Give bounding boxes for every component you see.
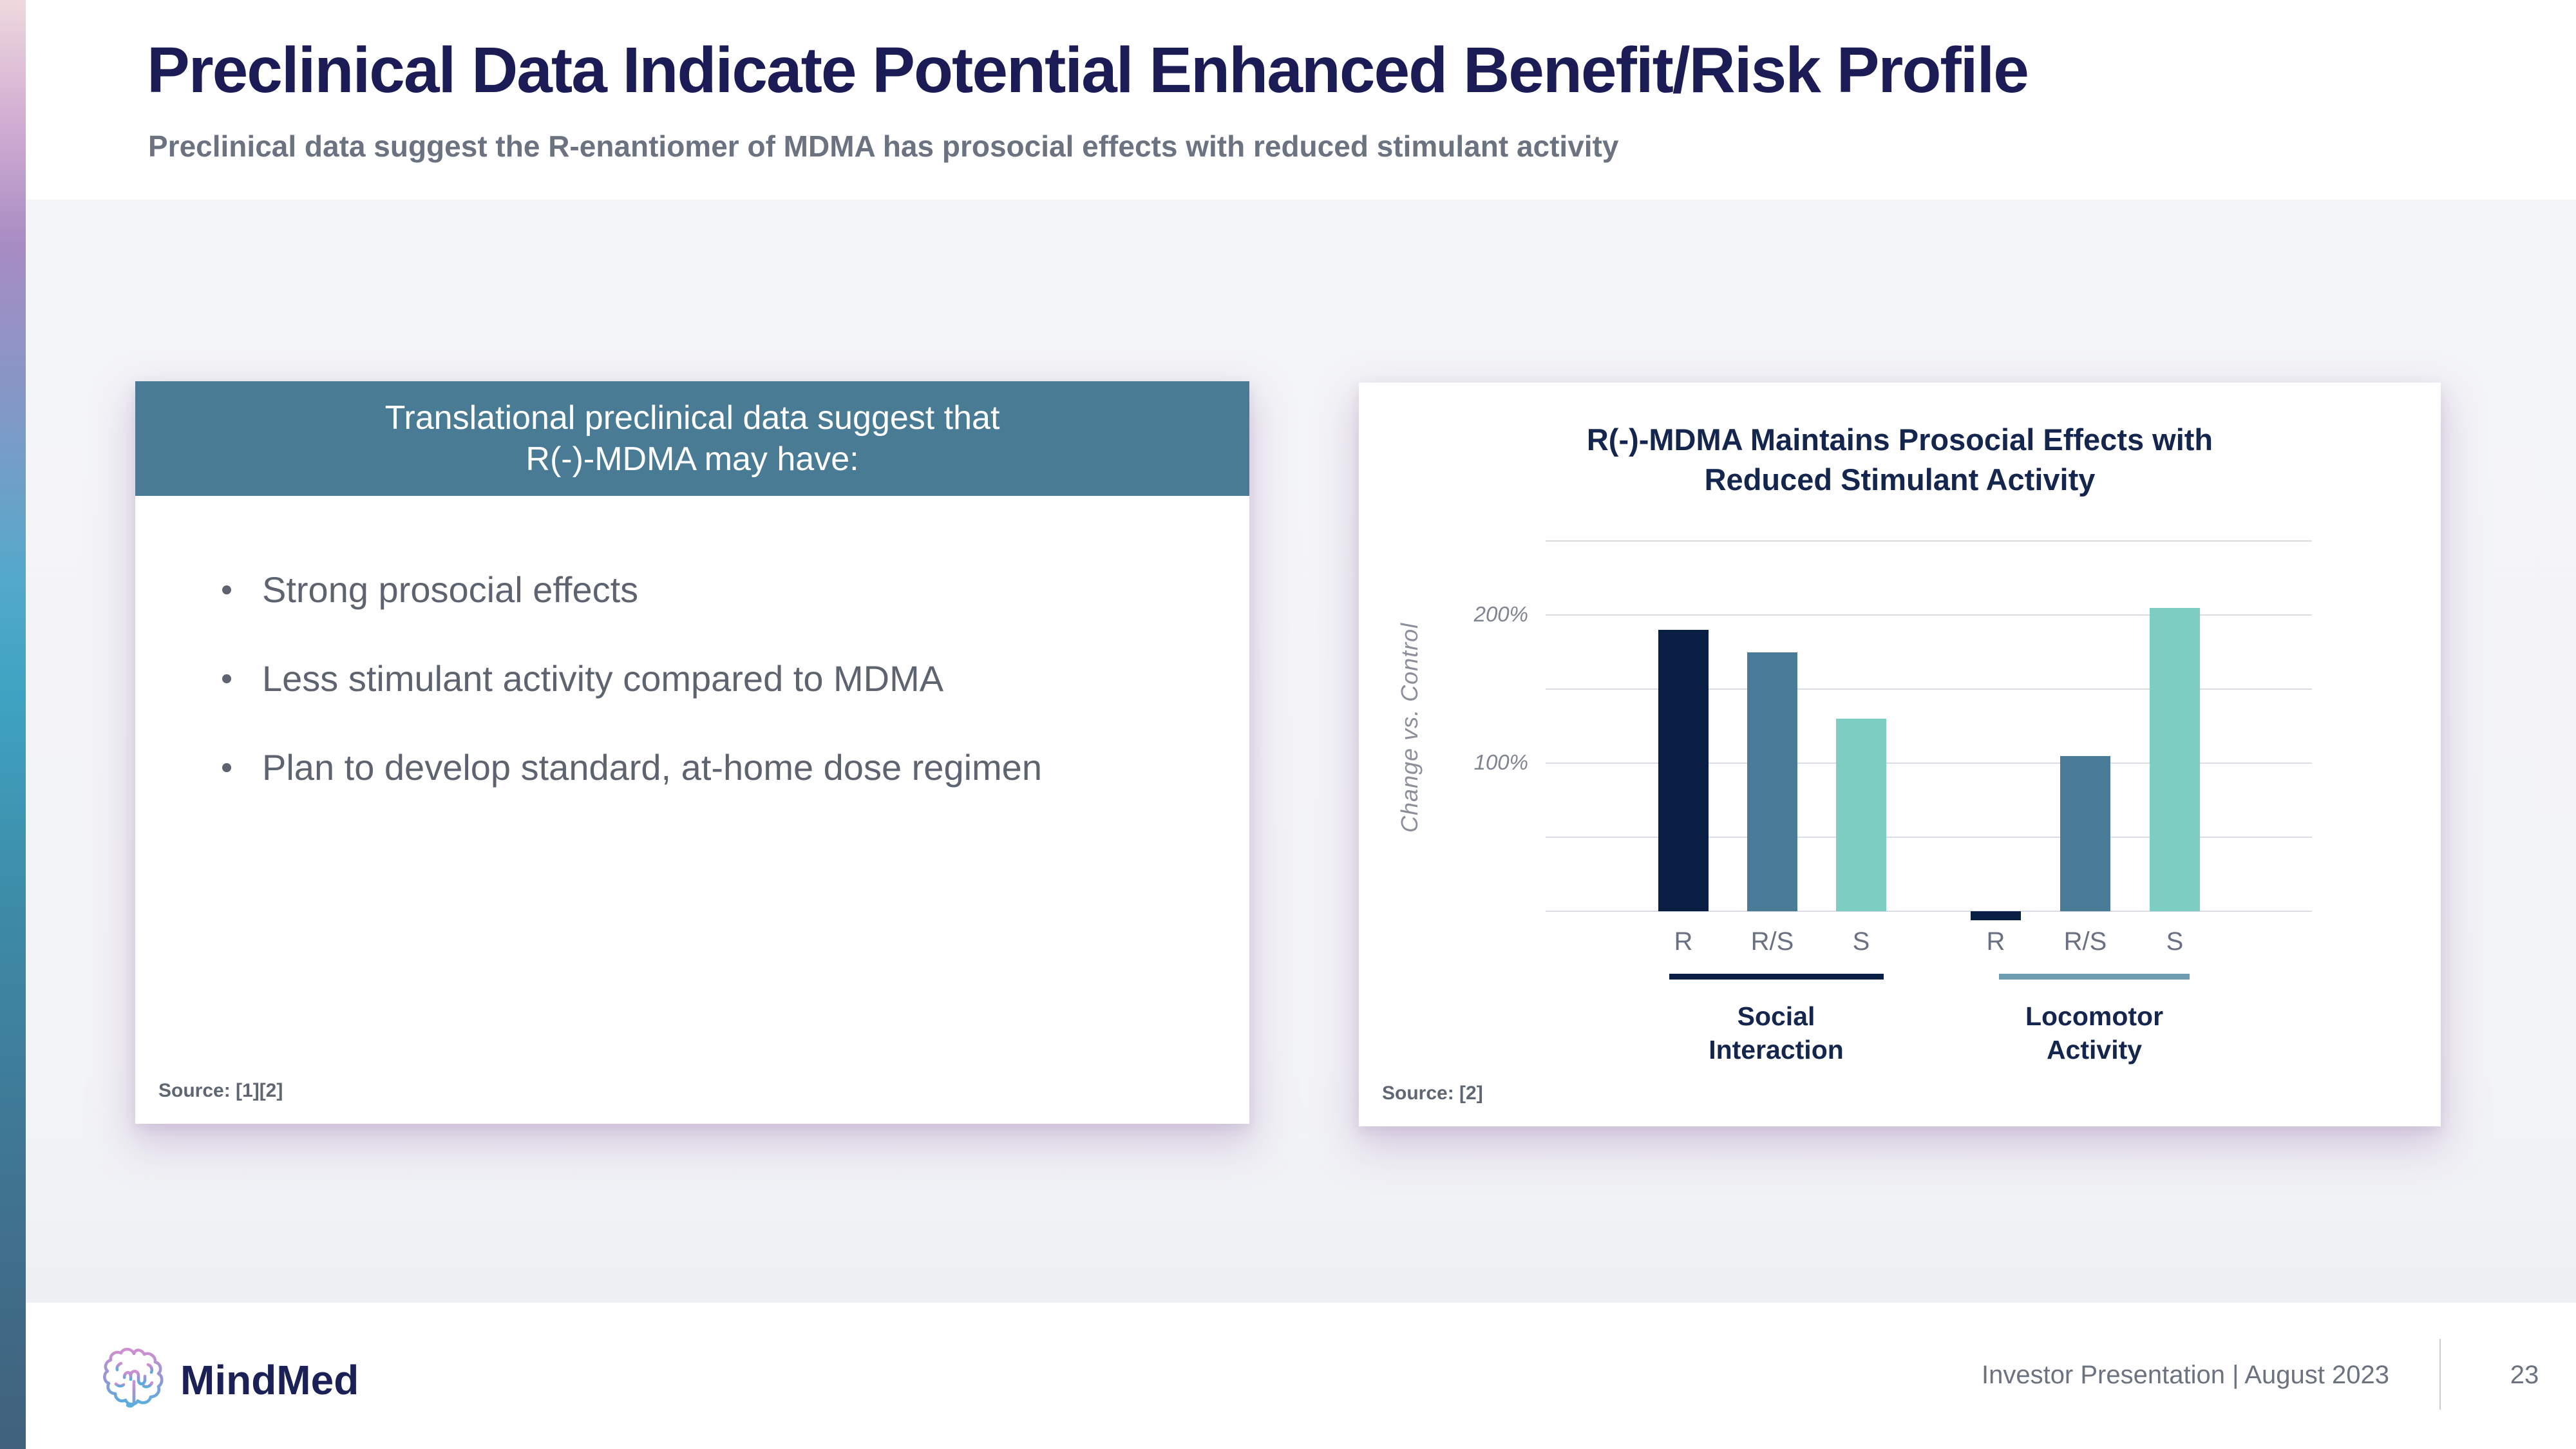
source-note-right: Source: [2] bbox=[1382, 1083, 1483, 1104]
chart-bar-rs-locomotor bbox=[2060, 755, 2110, 911]
list-item: Less stimulant activity compared to MDMA bbox=[222, 654, 1042, 704]
y-axis-tick-label: 200% bbox=[1473, 602, 1528, 626]
x-axis-tick-label: R bbox=[1674, 927, 1693, 956]
chart-gridline bbox=[1546, 614, 2312, 616]
chart-bar-s-locomotor bbox=[2150, 607, 2200, 911]
chart-card: R(-)-MDMA Maintains Prosocial Effects wi… bbox=[1359, 383, 2441, 1126]
chart-gridline bbox=[1546, 540, 2312, 542]
slide-body: Translational preclinical data suggest t… bbox=[26, 200, 2576, 1449]
chart-bar-r-social bbox=[1658, 630, 1709, 911]
chart-group-label: Social Interaction bbox=[1709, 1001, 1844, 1065]
x-axis-tick-label: S bbox=[1852, 927, 1870, 956]
chart-gridline bbox=[1546, 911, 2312, 912]
chart-group-underline bbox=[1669, 974, 1884, 980]
chart-bar-r-locomotor bbox=[1971, 911, 2021, 920]
key-points-card-header: Translational preclinical data suggest t… bbox=[135, 381, 1249, 496]
chart-group-underline bbox=[1999, 974, 2190, 980]
brain-logo-icon bbox=[103, 1347, 164, 1408]
chart-title-line2: Reduced Stimulant Activity bbox=[1704, 462, 2096, 497]
chart-gridline bbox=[1546, 688, 2312, 690]
chart-title-line1: R(-)-MDMA Maintains Prosocial Effects wi… bbox=[1586, 422, 2213, 457]
source-note-left: Source: [1][2] bbox=[158, 1080, 283, 1101]
key-points-header-line1: Translational preclinical data suggest t… bbox=[384, 399, 1000, 437]
footer-divider bbox=[2439, 1339, 2441, 1410]
page-subtitle: Preclinical data suggest the R-enantiome… bbox=[148, 129, 1619, 163]
brand-wordmark: MindMed bbox=[180, 1357, 359, 1403]
y-axis-tick-label: 100% bbox=[1473, 750, 1528, 774]
page-title: Preclinical Data Indicate Potential Enha… bbox=[147, 34, 2029, 106]
list-item: Strong prosocial effects bbox=[222, 565, 1042, 615]
x-axis-tick-label: R/S bbox=[2063, 927, 2107, 956]
y-axis-label: Change vs. Control bbox=[1396, 622, 1423, 833]
page-number: 23 bbox=[2510, 1361, 2539, 1389]
chart-bar-s-social bbox=[1836, 719, 1886, 911]
key-points-card: Translational preclinical data suggest t… bbox=[135, 381, 1249, 1124]
footer-caption: Investor Presentation | August 2023 bbox=[1981, 1361, 2389, 1389]
gradient-side-rail bbox=[0, 0, 26, 1449]
chart-gridline bbox=[1546, 762, 2312, 764]
x-axis-tick-label: R/S bbox=[1750, 927, 1794, 956]
key-points-header-line2: R(-)-MDMA may have: bbox=[526, 440, 859, 478]
chart-gridline bbox=[1546, 837, 2312, 838]
chart-plot: Change vs. Control 100% 200% R R/S S Social I… bbox=[1396, 540, 2312, 1065]
chart-group-label: Locomotor Activity bbox=[2025, 1001, 2164, 1065]
slide-header: Preclinical Data Indicate Potential Enha… bbox=[26, 0, 2576, 200]
x-axis-tick-label: R bbox=[1986, 927, 2005, 956]
key-points-list: Strong prosocial effects Less stimulant … bbox=[222, 565, 1042, 831]
list-item: Plan to develop standard, at-home dose r… bbox=[222, 743, 1042, 793]
slide-footer: MindMed Investor Presentation | August 2… bbox=[26, 1303, 2576, 1449]
chart-bar-rs-social bbox=[1747, 652, 1797, 911]
x-axis-tick-label: S bbox=[2166, 927, 2184, 956]
chart-title: R(-)-MDMA Maintains Prosocial Effects wi… bbox=[1359, 383, 2441, 500]
